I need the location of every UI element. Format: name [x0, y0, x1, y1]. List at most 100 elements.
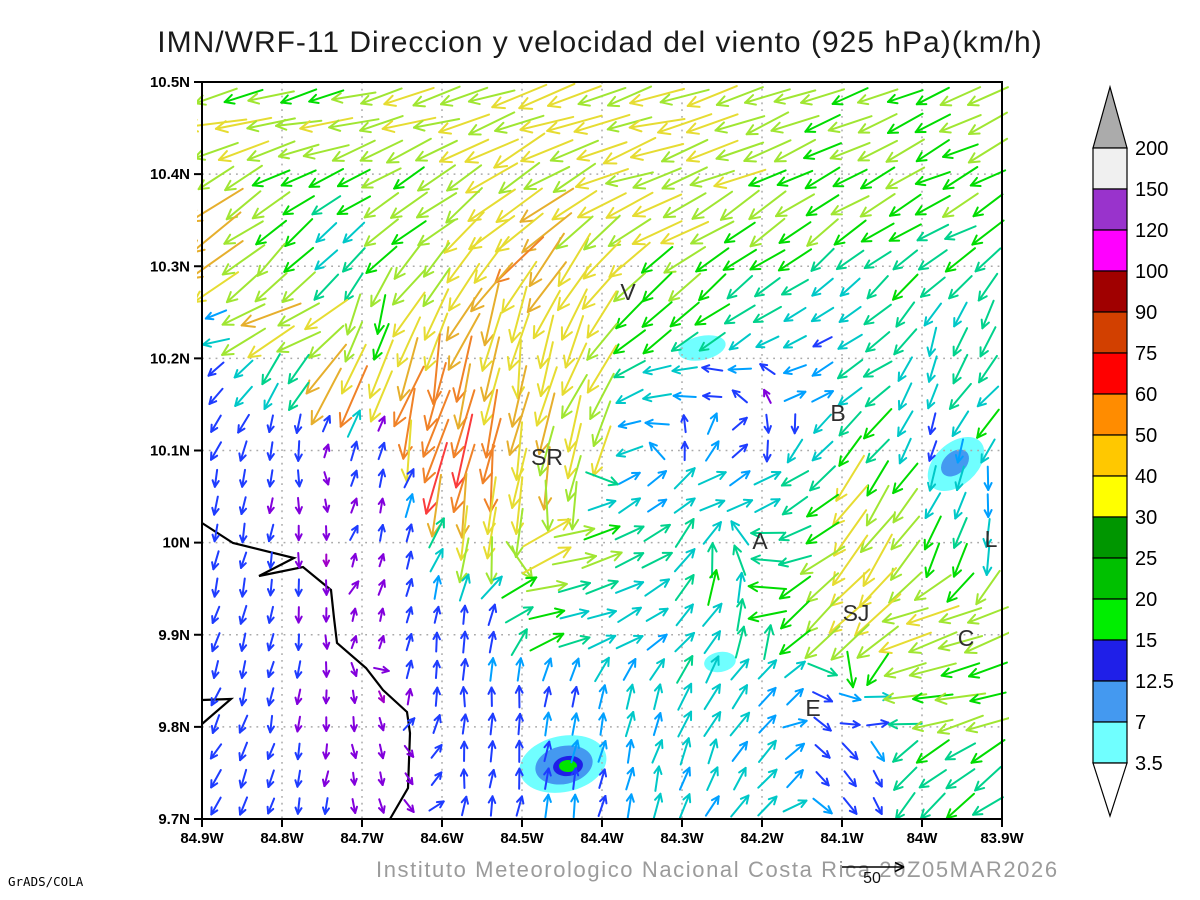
wind-arrow — [763, 413, 772, 434]
wind-arrow — [421, 389, 451, 458]
wind-arrow — [266, 769, 275, 788]
wind-arrow — [892, 273, 919, 301]
wind-arrow — [214, 116, 273, 134]
wind-arrow — [294, 469, 303, 488]
wind-arrow — [811, 277, 834, 297]
wind-arrow — [313, 273, 340, 301]
wind-arrow — [799, 545, 846, 575]
wind-arrow — [780, 470, 810, 487]
wind-arrow — [675, 603, 694, 627]
wind-arrow — [813, 716, 832, 732]
wind-arrow — [336, 168, 371, 188]
wind-arrow — [487, 795, 497, 817]
wind-arrow — [275, 118, 323, 131]
wind-arrow — [857, 139, 898, 162]
wind-arrow — [480, 367, 501, 426]
wind-arrow — [976, 408, 1000, 439]
wind-arrow — [340, 343, 367, 395]
wind-arrow — [464, 138, 519, 164]
wind-arrow — [430, 744, 443, 759]
wind-arrow — [946, 572, 975, 603]
wind-arrow — [266, 497, 275, 514]
wind-arrow — [363, 218, 399, 247]
wind-arrow — [543, 767, 552, 790]
wind-arrow — [893, 328, 918, 356]
lat-tick-label: 10.1N — [150, 443, 190, 460]
wind-arrow — [730, 520, 750, 546]
wind-arrow — [975, 569, 1001, 606]
wind-arrow — [238, 604, 248, 625]
wind-arrow — [625, 683, 636, 710]
wind-arrow — [225, 271, 262, 304]
wind-arrow — [832, 484, 869, 527]
wind-arrow — [482, 506, 498, 560]
wind-arrow — [543, 740, 552, 763]
wind-arrow — [784, 742, 806, 760]
wind-arrow — [311, 195, 342, 216]
shaded-area — [519, 735, 607, 793]
wind-arrow — [706, 766, 719, 792]
wind-arrow — [778, 525, 812, 542]
wind-arrow — [428, 800, 445, 812]
wind-arrow — [641, 272, 673, 303]
shaded-area — [704, 651, 736, 673]
wind-arrow — [728, 333, 752, 351]
wind-arrow — [659, 88, 710, 106]
wind-arrow — [750, 527, 785, 539]
wind-arrow — [706, 412, 719, 435]
wind-arrow — [383, 86, 435, 107]
wind-arrow — [328, 118, 380, 132]
lon-tick-label: 84.9W — [180, 830, 224, 847]
wind-arrow — [866, 275, 889, 300]
wind-arrow — [615, 299, 644, 330]
wind-arrow — [828, 595, 872, 634]
wind-arrow — [783, 390, 807, 402]
wind-arrow — [405, 688, 414, 706]
wind-arrow — [403, 799, 415, 813]
wind-arrow — [926, 326, 938, 357]
wind-arrow — [624, 710, 636, 738]
wind-arrow — [396, 337, 419, 402]
wind-arrow — [428, 517, 445, 549]
lat-tick-label: 10N — [162, 535, 190, 552]
wind-arrow — [276, 330, 322, 353]
wind-arrow — [422, 442, 448, 515]
wind-arrow — [266, 441, 275, 461]
wind-arrow — [827, 115, 873, 134]
wind-arrow — [211, 523, 220, 543]
wind-arrow — [217, 140, 270, 163]
colorbar-segment — [1092, 680, 1128, 723]
wind-arrow — [837, 358, 864, 380]
wind-arrow — [758, 739, 777, 763]
wind-arrow — [915, 739, 950, 764]
wind-arrow — [887, 112, 924, 134]
wind-arrow — [894, 792, 916, 820]
wind-arrow — [412, 85, 461, 108]
wind-arrow — [924, 492, 942, 519]
wind-arrow — [239, 551, 248, 569]
colorbar-segment — [1092, 721, 1128, 764]
wind-arrow — [833, 509, 868, 557]
wind-arrow — [458, 573, 471, 602]
wind-arrow — [703, 630, 721, 655]
wind-arrow — [838, 411, 862, 437]
wind-arrow — [615, 634, 644, 650]
wind-arrow — [628, 118, 686, 133]
wind-arrow — [557, 232, 592, 287]
wind-arrow — [885, 138, 925, 163]
wind-arrow — [982, 544, 993, 576]
wind-arrow — [602, 136, 657, 165]
colorbar-tick-label: 20 — [1135, 589, 1157, 611]
wind-arrow — [780, 600, 810, 630]
wind-arrow — [952, 327, 969, 357]
wind-arrow — [662, 192, 707, 219]
wind-arrow — [377, 553, 386, 568]
wind-arrow — [745, 111, 790, 136]
wind-arrow — [983, 465, 993, 491]
wind-arrow — [781, 495, 809, 516]
wind-arrow — [915, 139, 950, 163]
wind-arrow — [422, 242, 451, 278]
wind-arrow — [506, 312, 530, 371]
wind-arrow — [344, 272, 364, 302]
wind-arrow — [893, 766, 918, 791]
